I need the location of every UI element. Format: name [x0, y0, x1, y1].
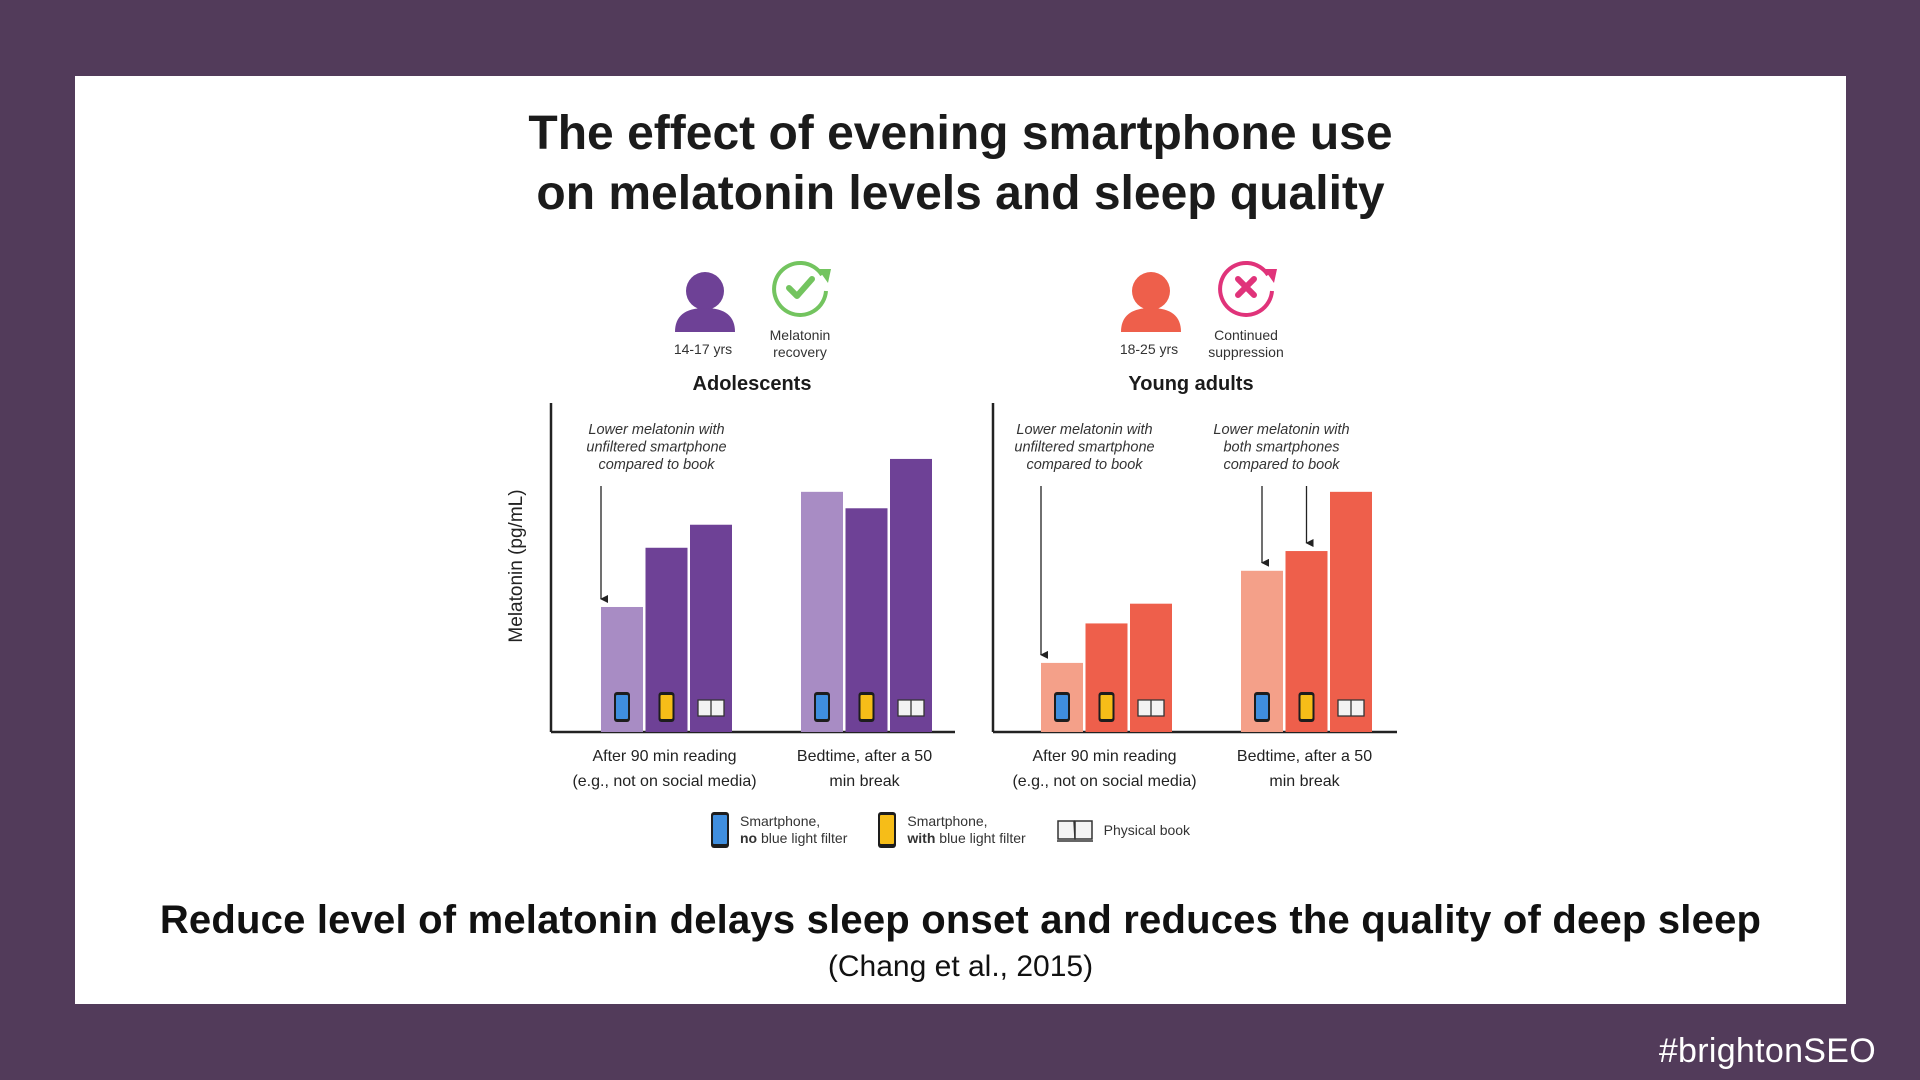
young-adults-annotation-1-line-3: compared to book — [1026, 457, 1143, 473]
young-adults-annotation-2-line-3: compared to book — [1223, 457, 1340, 473]
adolescents-bar-cat2-phone-screen-1 — [816, 695, 828, 719]
adolescents-bar-cat2-series3 — [890, 458, 932, 732]
legend-item-2-line-1: Smartphone, — [907, 813, 988, 829]
chart-title-line-1: The effect of evening smartphone use — [528, 107, 1393, 160]
adolescents-status-arrow-icon — [818, 269, 831, 283]
young-adults-annotation-1-line-2: unfiltered smartphone — [1014, 440, 1154, 456]
adolescents-status-line-1: Melatonin — [770, 327, 831, 343]
legend-item-book: Physical book — [1056, 817, 1190, 843]
y-axis-label: Melatonin (pg/mL) — [506, 489, 527, 642]
young-adults-bar-cat2-series3 — [1330, 491, 1372, 732]
adolescents-age-label: 14-17 yrs — [674, 341, 732, 357]
adolescents-category-2-label-line-2: min break — [829, 773, 900, 790]
young-adults-status-arrow-icon — [1264, 269, 1277, 283]
chart-legend: Smartphone, no blue light filter Smartph… — [710, 810, 1190, 850]
young-adults-bar-cat2-book-icon — [1337, 699, 1365, 717]
adolescents-check-icon — [786, 276, 815, 299]
slide-citation: (Chang et al., 2015) — [827, 950, 1094, 983]
melatonin-bar-chart: Melatonin (pg/mL) 14-17 yrs Melatoninrecov… — [506, 260, 1397, 790]
adolescents-bar-cat2-book-icon — [897, 699, 925, 717]
adolescents-status-cycle-icon — [772, 260, 828, 317]
legend-item-1-bold: no — [740, 830, 758, 846]
young-adults-status-line-2: suppression — [1208, 344, 1284, 360]
legend-item-no-filter: Smartphone, no blue light filter — [710, 811, 847, 849]
young-adults-category-1-label-line-1: After 90 min reading — [1032, 748, 1176, 765]
young-adults-category-1-label-line-2: (e.g., not on social media) — [1012, 773, 1196, 790]
young-adults-status-line-1: Continued — [1214, 327, 1278, 343]
young-adults-cross-icon — [1235, 276, 1257, 298]
legend-item-1-rest: blue light filter — [757, 830, 848, 846]
young-adults-age-label: 18-25 yrs — [1120, 341, 1178, 357]
event-hashtag: #brightonSEO — [1658, 1032, 1876, 1070]
legend-item-2-bold: with — [907, 830, 936, 846]
young-adults-status-cycle-icon — [1218, 260, 1274, 317]
young-adults-annotation-1-line-1: Lower melatonin with — [1016, 422, 1152, 438]
phone-blue-icon — [711, 812, 729, 848]
legend-item-with-filter: Smartphone, with blue light filter — [877, 811, 1026, 849]
young-adults-bar-cat1-book-icon — [1137, 699, 1165, 717]
young-adults-bar-cat1-phone-screen-2 — [1100, 695, 1113, 719]
slide-card: The effect of evening smartphone use on … — [75, 76, 1846, 1004]
legend-item-3-label: Physical book — [1103, 821, 1191, 838]
adolescents-person-icon — [686, 272, 724, 310]
legend-item-2-rest: blue light filter — [935, 830, 1026, 846]
adolescents-bar-cat1-phone-screen-2 — [660, 695, 673, 719]
legend-item-1-line-1: Smartphone, — [740, 813, 821, 829]
phone-yellow-icon — [878, 812, 897, 848]
book-icon — [1056, 820, 1093, 842]
adolescents-status-line-2: recovery — [773, 344, 827, 360]
adolescents-category-1-label-line-1: After 90 min reading — [592, 748, 736, 765]
young-adults-bar-cat2-phone-screen-1 — [1256, 695, 1268, 719]
young-adults-panel-title: Young adults — [1128, 373, 1253, 395]
slide-caption: Reduce level of melatonin delays sleep o… — [159, 898, 1762, 942]
adolescents-bar-cat2-phone-screen-2 — [860, 695, 873, 719]
adolescents-bar-cat2-series1 — [801, 491, 843, 732]
young-adults-person-body-icon — [1121, 308, 1181, 332]
adolescents-annotation-1-line-2: unfiltered smartphone — [586, 440, 726, 456]
chart-title-line-2: on melatonin levels and sleep quality — [536, 167, 1385, 220]
young-adults-annotation-2-line-1: Lower melatonin with — [1213, 422, 1349, 438]
young-adults-category-2-label-line-2: min break — [1269, 773, 1340, 790]
adolescents-category-1-label-line-2: (e.g., not on social media) — [572, 773, 756, 790]
adolescents-bar-cat1-book-icon — [697, 699, 725, 717]
young-adults-annotation-2-line-2: both smartphones — [1223, 440, 1339, 456]
adolescents-panel-title: Adolescents — [693, 373, 812, 395]
young-adults-bar-cat1-phone-screen-1 — [1056, 695, 1068, 719]
adolescents-annotation-1-line-1: Lower melatonin with — [588, 422, 724, 438]
young-adults-category-2-label-line-1: Bedtime, after a 50 — [1237, 748, 1372, 765]
adolescents-person-body-icon — [675, 308, 735, 332]
adolescents-annotation-1-line-3: compared to book — [598, 457, 715, 473]
adolescents-bar-cat1-phone-screen-1 — [616, 695, 628, 719]
adolescents-category-2-label-line-1: Bedtime, after a 50 — [797, 748, 932, 765]
adolescents-bar-cat1-series3 — [690, 524, 732, 732]
young-adults-bar-cat2-phone-screen-2 — [1300, 695, 1313, 719]
young-adults-person-icon — [1132, 272, 1170, 310]
chart-title: The effect of evening smartphone use on … — [75, 104, 1846, 224]
